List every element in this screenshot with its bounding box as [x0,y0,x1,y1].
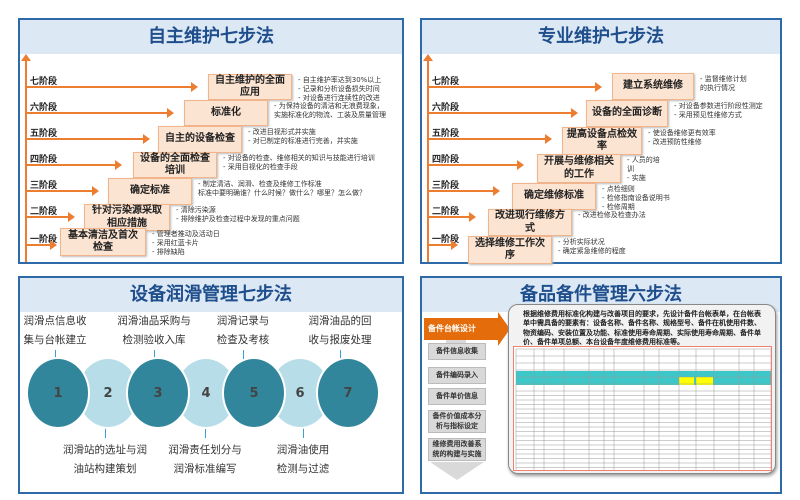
stage-arrow [26,108,174,118]
stage-label: 一阶段 [432,235,460,245]
step-note: - 对设备的检查、维修相关的知识与技能进行培训 - 采用目视化的检查手段 [223,154,375,172]
top-step-label: 润滑点信息收 集与台帐建立 [23,315,87,346]
stage-arrow [428,108,578,118]
step-box: 设备的全面检查培训 [133,152,217,178]
step-box: 改进现行维修方式 [488,209,572,236]
stage-label: 六阶段 [432,103,460,113]
top-step-label: 润滑油品的回 收与报废处理 [308,315,372,346]
stage-arrow [428,186,500,196]
highlight-cell [679,377,694,385]
step-box: 确定维修标准 [512,183,596,210]
stage-label: 四阶段 [432,155,460,165]
step-box[interactable]: 维修费用改善系 统的构建与实施 [428,438,486,461]
step-box: 设备的全面诊断 [586,100,668,127]
bottom-step-label: 润滑油使用 检测与过滤 [276,444,330,475]
stage-arrow [428,212,476,222]
step-box: 建立系统维修 [612,73,694,100]
step-box[interactable]: 备件信息收集 [428,343,486,360]
stage-label: 五阶段 [30,129,58,139]
stage-arrow [26,82,198,92]
stage-arrow [26,134,150,144]
step-box: 开展与维修相关的工作 [537,154,621,183]
step-note: - 监督维修计划 的执行情况 [700,75,747,93]
stage-arrow [428,134,552,144]
step-note: - 改进检修及检查办法 [578,211,646,219]
stage-label: 二阶段 [30,207,58,217]
highlight-cell [696,377,713,385]
step-note: - 自主维护率达到30%以上 - 记录和分析设备损失时间 - 对设备进行连续性的改进 [298,76,382,103]
stage-arrow [26,240,57,250]
step-circle: 5 [222,357,286,429]
stage-label: 二阶段 [432,207,460,217]
step-box: 自主维护的全面应用 [208,74,292,100]
description-card: 根据维修费用标准化构建与改善项目的要求，先设计备件台帐表单，在台帐表单中需具备的… [508,304,776,474]
step-box: 提高设备点检效率 [562,127,642,155]
stage-arrow [26,212,75,222]
stage-arrow [26,186,99,196]
stage-label: 四阶段 [30,155,58,165]
step-box: 针对污染源采取相应措施 [84,204,170,231]
stage-label: 六阶段 [30,103,58,113]
autonomous-maintenance-panel: 自主维护七步法 [18,18,404,264]
stage-arrow [428,82,602,92]
stage-arrow [26,160,122,170]
connector-line [243,350,244,360]
step-box[interactable]: 备件价值成本分 析与指标设定 [428,410,486,433]
step-note: - 对设备参数进行阶段性测定 - 采用预见性维修方式 [674,102,763,120]
top-step-label: 润滑记录与 检查及考核 [216,315,270,346]
step-note: - 改进目视形式并实施 - 对已制定的标准进行完善，并实施 [248,128,358,146]
step-note: - 分析实际状况 - 确定紧急维修的程度 [558,238,626,256]
step-circle: 7 [316,357,380,429]
connector-line [205,428,206,438]
arrow-head-icon [498,312,510,346]
connector-line [154,350,155,360]
connector [446,340,466,344]
step-box: 标准化 [184,100,268,126]
stage-label: 七阶段 [30,77,58,87]
ledger-grid [515,348,771,470]
connector-line [303,428,304,438]
vertical-axis-arrow [423,54,433,262]
step-box: 自主的设备检查 [158,126,242,153]
step-note: - 人员的培训 - 实施 [627,156,660,183]
step-note: - 清除污染源 - 排除维护及检查过程中发现的重点问题 [176,206,300,224]
ledger-table-image [513,346,772,471]
connector-line [340,350,341,360]
connector-line [105,428,106,438]
down-arrow-icon [430,462,484,480]
stage-label: 五阶段 [432,129,460,139]
step-note: - 使设备维修更有效率 - 改进预防性维修 [648,129,716,147]
step-box[interactable]: 备件编码录入 [428,367,486,384]
panel-title: 自主维护七步法 [20,20,402,54]
table-header-row [516,371,771,385]
vertical-axis-arrow [21,54,31,262]
step-note: - 制定清洁、润滑、检查及维修工作标准 标准中要明确谁？什么时候？做什么？哪里？怎… [198,180,366,198]
stage-arrow [428,240,458,250]
top-step-label: 润滑油品采购与 检测验收入库 [117,315,191,346]
stage-arrow [428,160,524,170]
panel-title: 设备润滑管理七步法 [20,278,402,312]
step-note: - 点检细则 - 检修指南设备说明书 - 检修周期 [602,185,670,212]
step-circle: 3 [126,357,190,429]
stage-label: 一阶段 [30,235,58,245]
step-box: 确定标准 [108,178,192,205]
bottom-step-label: 润滑站的选址与润 油站构建策划 [63,444,147,475]
step-box[interactable]: 备件单价信息 [428,388,486,405]
step-circle: 1 [26,357,90,429]
bottom-step-label: 润滑责任划分与 润滑标准编写 [168,444,242,475]
step-box: 基本清洁及首次检查 [60,228,146,256]
connector-line [55,350,56,360]
description-text: 根据维修费用标准化构建与改善项目的要求，先设计备件台帐表单，在台帐表单中需具备的… [523,310,761,345]
step-note: - 为保持设备的清洁和无浪费现象， 实施标准化的物流、工装及质量管理 [274,102,386,120]
stage-label: 三阶段 [432,181,460,191]
panel-title: 专业维护七步法 [422,20,780,54]
step-note: - 管理者推动及活动日 - 采用红蓝卡片 - 排除缺陷 [152,230,220,257]
active-step-label: 备件台帐设计 [428,324,476,333]
stage-label: 七阶段 [432,77,460,87]
stage-label: 三阶段 [30,181,58,191]
professional-maintenance-panel: 专业维护七步法 [420,18,782,264]
active-step-arrow[interactable]: 备件台帐设计 [424,318,498,340]
step-box: 选择维修工作次序 [468,236,552,264]
